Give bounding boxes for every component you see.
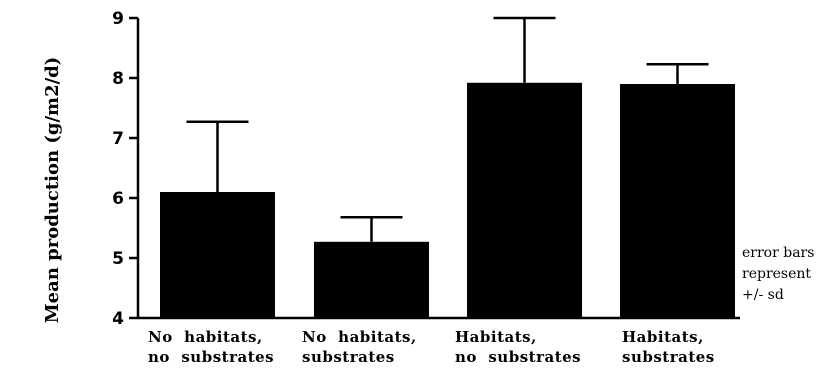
bar (467, 82, 582, 318)
category-label: Habitats, (622, 328, 704, 346)
note-line-1: error bars (742, 245, 814, 261)
error-bar-note: error bars represent +/- sd (742, 245, 814, 303)
y-tick-label: 8 (112, 69, 124, 89)
y-axis-label: Mean production (g/m2/d) (42, 57, 63, 324)
y-tick-label: 9 (112, 9, 124, 29)
category-labels: No habitats, no substrates No habitats, sub… (148, 328, 715, 366)
category-label: no substrates (148, 348, 274, 366)
bars (160, 82, 735, 318)
category-label: substrates (622, 348, 715, 366)
bar (314, 241, 429, 318)
y-tick-label: 7 (112, 129, 124, 149)
bar (160, 192, 275, 318)
category-label: No habitats, (302, 328, 417, 346)
category-label: no substrates (455, 348, 581, 366)
y-tick-label: 6 (112, 189, 124, 209)
y-tick-label: 4 (112, 309, 124, 329)
y-tick-label: 5 (112, 249, 124, 269)
y-ticks: 4 5 6 7 8 9 (112, 9, 138, 329)
error-bars (186, 16, 709, 242)
category-label: Habitats, (455, 328, 537, 346)
category-label: No habitats, (148, 328, 263, 346)
bar (620, 84, 735, 318)
note-line-2: represent (742, 266, 811, 282)
category-label: substrates (302, 348, 395, 366)
note-line-3: +/- sd (742, 287, 784, 303)
